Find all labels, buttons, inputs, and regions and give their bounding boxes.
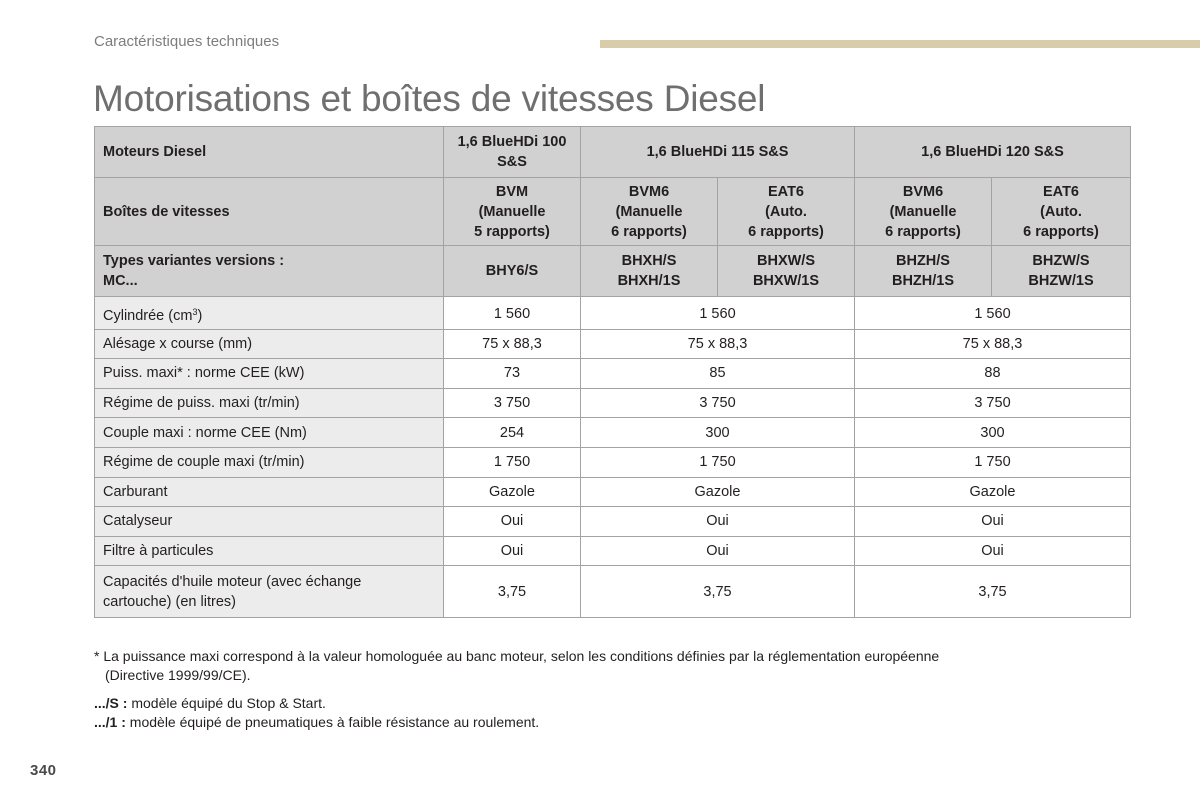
row-value: Oui: [443, 535, 581, 567]
row-label: Couple maxi : norme CEE (Nm): [94, 417, 444, 448]
variants-row-label: Types variantes versions : MC...: [94, 245, 444, 297]
table-row: Catalyseur Oui Oui Oui: [94, 506, 1131, 537]
row-value: 3,75: [443, 565, 581, 619]
variant-cell: BHZH/S BHZH/1S: [854, 245, 992, 297]
row-value: 1 560: [854, 296, 1131, 330]
row-label-tail: ): [197, 308, 203, 325]
gearbox-cell: BVM6 (Manuelle 6 rapports): [580, 177, 718, 246]
row-label: Carburant: [94, 476, 444, 508]
footnote: * La puissance maxi correspond à la vale…: [94, 647, 1054, 685]
gearbox-cell: EAT6 (Auto. 6 rapports): [717, 177, 855, 246]
row-label: Puiss. maxi* : norme CEE (kW): [94, 358, 444, 389]
row-label: Catalyseur: [94, 506, 444, 537]
gearbox-row-label: Boîtes de vitesses: [94, 177, 444, 246]
engine-col-1: 1,6 BlueHDi 100 S&S: [443, 126, 581, 178]
row-value: Gazole: [580, 476, 855, 508]
row-label-text: Cylindrée (cm: [103, 308, 193, 325]
gearbox-cell: BVM6 (Manuelle 6 rapports): [854, 177, 992, 246]
variant-cell: BHY6/S: [443, 245, 581, 297]
variant-cell: BHXH/S BHXH/1S: [580, 245, 718, 297]
row-value: 75 x 88,3: [854, 328, 1131, 360]
engines-row-label: Moteurs Diesel: [94, 126, 444, 178]
table-row: Filtre à particules Oui Oui Oui: [94, 535, 1131, 567]
row-value: Gazole: [854, 476, 1131, 508]
row-label: Alésage x course (mm): [94, 328, 444, 360]
row-value: Oui: [854, 535, 1131, 567]
table-row: Régime de couple maxi (tr/min) 1 750 1 7…: [94, 446, 1131, 478]
row-value: Oui: [854, 506, 1131, 537]
gearbox-header-row: Boîtes de vitesses BVM (Manuelle 5 rappo…: [94, 177, 1131, 246]
row-label: Cylindrée (cm3): [94, 296, 444, 330]
table-row: Couple maxi : norme CEE (Nm) 254 300 300: [94, 417, 1131, 448]
section-label: Caractéristiques techniques: [94, 33, 280, 50]
engine-col-3: 1,6 BlueHDi 120 S&S: [854, 126, 1131, 178]
row-value: 300: [580, 417, 855, 448]
gearbox-cell: EAT6 (Auto. 6 rapports): [991, 177, 1131, 246]
page-number: 340: [30, 762, 57, 779]
row-value: 1 560: [443, 296, 581, 330]
legend-text: modèle équipé du Stop & Start.: [127, 695, 326, 711]
row-label: Filtre à particules: [94, 535, 444, 567]
diesel-specs-table: Moteurs Diesel 1,6 BlueHDi 100 S&S 1,6 B…: [94, 126, 1131, 619]
gearbox-cell: BVM (Manuelle 5 rapports): [443, 177, 581, 246]
row-value: 3,75: [854, 565, 1131, 619]
row-label: Capacités d'huile moteur (avec échange c…: [94, 565, 444, 619]
table-row: Carburant Gazole Gazole Gazole: [94, 476, 1131, 508]
row-value: 75 x 88,3: [580, 328, 855, 360]
variants-header-row: Types variantes versions : MC... BHY6/S …: [94, 245, 1131, 297]
table-row: Puiss. maxi* : norme CEE (kW) 73 85 88: [94, 358, 1131, 389]
page-title: Motorisations et boîtes de vitesses Dies…: [93, 78, 766, 119]
row-value: 1 750: [854, 446, 1131, 478]
row-value: 3 750: [580, 387, 855, 419]
row-value: 1 560: [580, 296, 855, 330]
row-value: 73: [443, 358, 581, 389]
table-row: Capacités d'huile moteur (avec échange c…: [94, 565, 1131, 619]
table-row: Régime de puiss. maxi (tr/min) 3 750 3 7…: [94, 387, 1131, 419]
row-label: Régime de puiss. maxi (tr/min): [94, 387, 444, 419]
table-row: Alésage x course (mm) 75 x 88,3 75 x 88,…: [94, 328, 1131, 360]
row-value: 75 x 88,3: [443, 328, 581, 360]
row-value: 300: [854, 417, 1131, 448]
row-value: Gazole: [443, 476, 581, 508]
row-value: 254: [443, 417, 581, 448]
row-value: Oui: [443, 506, 581, 537]
footnote-line-2: (Directive 1999/99/CE).: [105, 667, 251, 683]
legend-text: modèle équipé de pneumatiques à faible r…: [125, 714, 540, 730]
variant-cell: BHZW/S BHZW/1S: [991, 245, 1131, 297]
engine-col-2: 1,6 BlueHDi 115 S&S: [580, 126, 855, 178]
row-value: 1 750: [580, 446, 855, 478]
row-value: 1 750: [443, 446, 581, 478]
variant-cell: BHXW/S BHXW/1S: [717, 245, 855, 297]
legend-stop-start: .../S : modèle équipé du Stop & Start.: [94, 694, 326, 713]
legend-key: .../S :: [94, 695, 128, 711]
superscript: 3: [192, 307, 198, 318]
footnote-line-1: * La puissance maxi correspond à la vale…: [94, 648, 940, 664]
table-row: Cylindrée (cm3) 1 560 1 560 1 560: [94, 296, 1131, 330]
row-value: Oui: [580, 535, 855, 567]
legend-low-resistance-tyres: .../1 : modèle équipé de pneumatiques à …: [94, 713, 539, 732]
row-value: 3 750: [443, 387, 581, 419]
legend-key: .../1 :: [94, 714, 126, 730]
section-accent-bar: [600, 40, 1200, 48]
engines-header-row: Moteurs Diesel 1,6 BlueHDi 100 S&S 1,6 B…: [94, 126, 1131, 178]
row-value: Oui: [580, 506, 855, 537]
row-label: Régime de couple maxi (tr/min): [94, 446, 444, 478]
row-value: 3 750: [854, 387, 1131, 419]
row-value: 3,75: [580, 565, 855, 619]
row-value: 85: [580, 358, 855, 389]
row-value: 88: [854, 358, 1131, 389]
